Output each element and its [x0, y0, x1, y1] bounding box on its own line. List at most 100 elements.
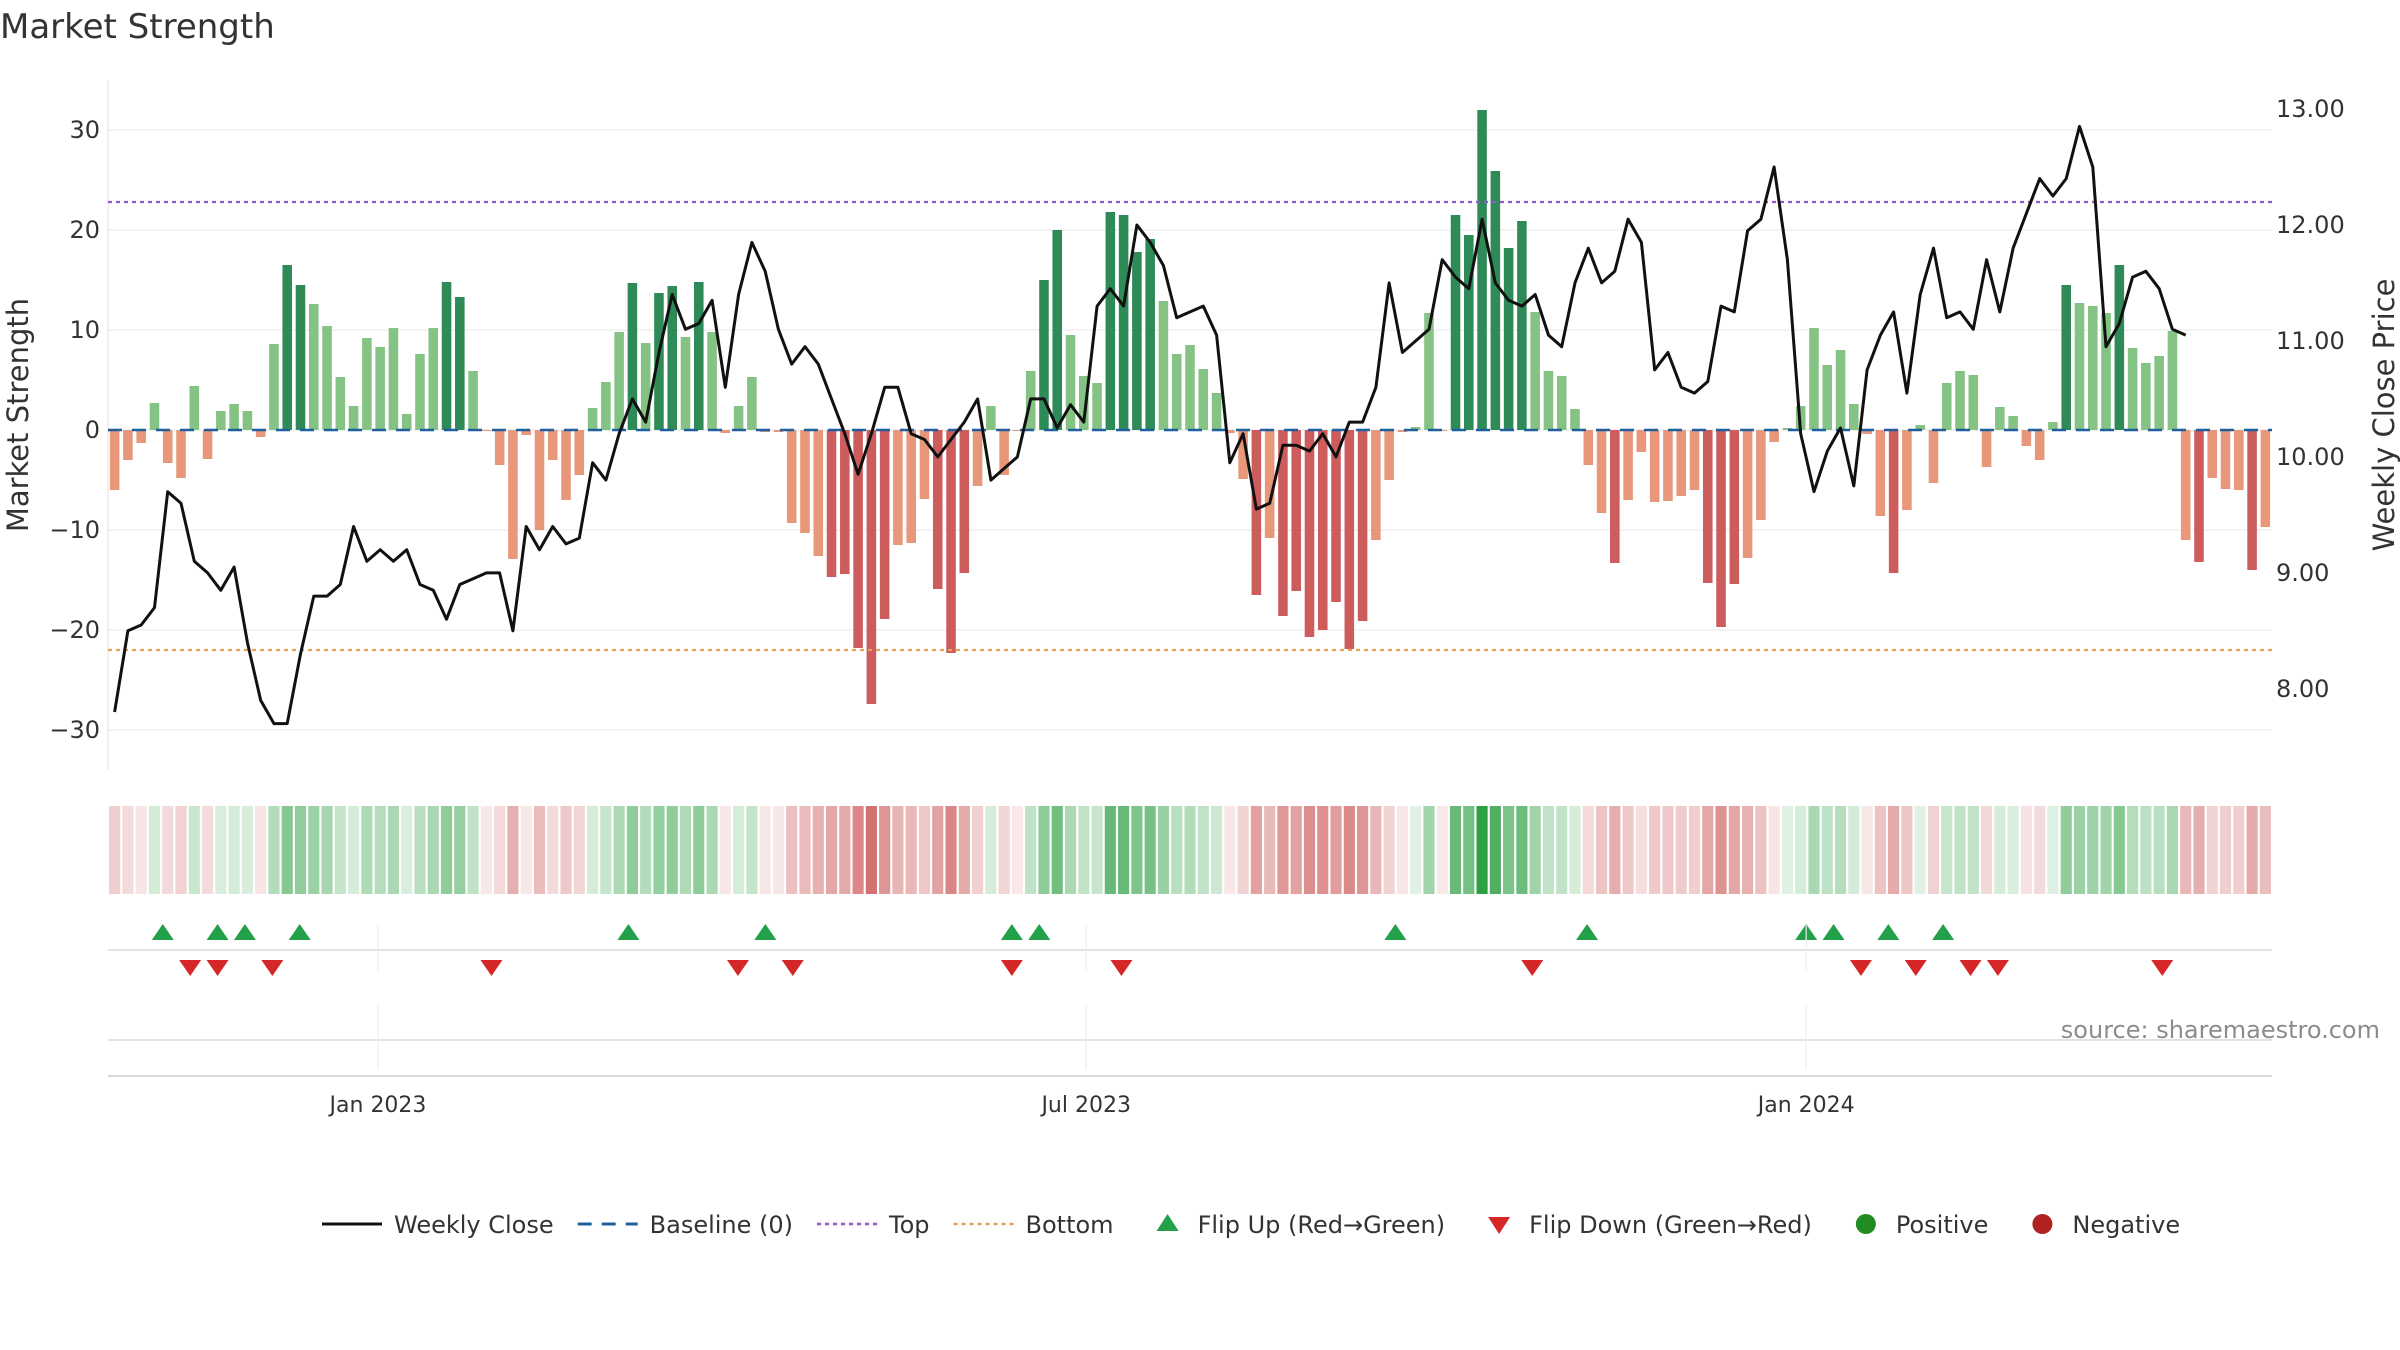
heat-cell	[679, 806, 692, 894]
heat-cell	[706, 806, 718, 894]
flip-down-marker	[726, 960, 749, 976]
heat-cell	[1516, 806, 1528, 894]
strength-bar	[667, 286, 678, 430]
strength-bar	[494, 430, 505, 465]
heat-cell	[626, 806, 638, 894]
strength-bar	[1158, 301, 1169, 430]
y-tick-label: −20	[49, 616, 100, 644]
strength-bar	[1849, 404, 1859, 430]
heat-cell	[1303, 806, 1316, 894]
flip-down-marker	[1904, 960, 1927, 976]
heat-cell	[2047, 806, 2059, 894]
flip-up-marker	[754, 924, 777, 940]
flip-up-marker	[288, 924, 311, 940]
heat-cell	[2034, 806, 2046, 894]
heat-cell	[1755, 806, 1767, 894]
heat-cell	[1171, 806, 1183, 894]
flip-up-marker	[1028, 924, 1051, 940]
heat-cell	[892, 806, 904, 894]
strength-bar	[853, 430, 863, 648]
legend-flip-up-icon	[1156, 1214, 1179, 1231]
heat-cell	[1954, 806, 1966, 894]
heat-cell	[613, 806, 625, 894]
strength-bar	[1981, 430, 1992, 467]
heat-cell	[573, 806, 585, 894]
strength-bar	[1716, 430, 1726, 627]
x-tick-label: Jan 2024	[1756, 1093, 1855, 1118]
y2-tick-label: 13.00	[2276, 95, 2345, 123]
x-tick-label: Jan 2023	[328, 1093, 427, 1118]
heat-cell	[2180, 806, 2192, 894]
flip-up-marker	[1822, 924, 1845, 940]
strength-bar	[2141, 363, 2151, 430]
legend-circle-icon	[2032, 1214, 2053, 1234]
heat-cell	[1728, 806, 1740, 894]
heat-cell	[1396, 806, 1408, 894]
strength-bar	[1636, 430, 1647, 452]
strength-bar	[1344, 430, 1355, 649]
strength-bar	[1092, 383, 1102, 430]
heat-cell	[2166, 806, 2179, 894]
heat-cell	[1980, 806, 1993, 894]
strength-bar	[614, 332, 624, 430]
strength-bar	[242, 411, 253, 430]
strength-bar	[362, 338, 372, 430]
strength-bar	[733, 406, 744, 430]
strength-bar	[481, 430, 492, 431]
strength-bar	[2021, 430, 2032, 446]
heat-cell	[2007, 806, 2019, 894]
heat-cell	[985, 806, 997, 894]
strength-bar	[747, 377, 757, 430]
legend-circle-icon	[1855, 1214, 1876, 1234]
heat-cell	[1994, 806, 2006, 894]
strength-bar	[1583, 430, 1594, 465]
strength-bar	[455, 297, 465, 430]
y2-tick-label: 12.00	[2276, 211, 2345, 239]
strength-bar	[149, 403, 160, 430]
heat-cell	[1781, 806, 1793, 894]
strength-bar	[348, 406, 359, 430]
strength-bar	[1902, 430, 1912, 510]
legend-flip-down-icon	[1488, 1217, 1511, 1234]
x-tick-label: Jul 2023	[1039, 1093, 1131, 1118]
heat-cell	[201, 806, 214, 894]
flip-down-marker	[781, 960, 804, 976]
heat-cell	[2153, 806, 2165, 894]
y2-tick-label: 10.00	[2276, 443, 2345, 471]
heat-cell	[294, 806, 307, 894]
heat-cell	[1343, 806, 1355, 894]
heat-cell	[480, 806, 492, 894]
heat-cell	[2087, 806, 2099, 894]
strength-bar	[2220, 430, 2231, 489]
heat-cell	[1237, 806, 1249, 894]
strength-bar	[1809, 328, 1819, 430]
level-lines	[108, 200, 2272, 652]
y2-tick-label: 9.00	[2276, 559, 2329, 587]
strength-bar	[1278, 430, 1288, 616]
strength-bar	[561, 430, 571, 500]
strength-bar	[1397, 430, 1408, 432]
y-tick-label: 30	[69, 116, 100, 144]
source-label: source: sharemaestro.com	[2061, 1016, 2380, 1044]
strength-bar	[1331, 430, 1341, 602]
strength-bar	[1623, 430, 1633, 500]
strength-bar	[1357, 430, 1368, 621]
heat-cell	[1370, 806, 1382, 894]
strength-bar	[1663, 430, 1673, 501]
strength-bar	[1888, 430, 1899, 573]
strength-bar	[587, 408, 598, 430]
heat-cell	[2259, 806, 2271, 894]
heat-cell	[348, 806, 360, 894]
heat-cell	[1091, 806, 1103, 894]
heat-cell	[334, 806, 346, 894]
strength-bar	[468, 371, 478, 430]
heat-cell	[1038, 806, 1050, 894]
y-tick-label: 20	[69, 216, 100, 244]
heat-cell	[998, 806, 1010, 894]
heat-cell	[1649, 806, 1661, 894]
strength-bar	[1198, 369, 1209, 430]
strength-bar	[2260, 430, 2271, 527]
strength-bar	[1450, 215, 1461, 430]
heat-cell	[255, 806, 267, 894]
strength-bar	[1410, 427, 1421, 430]
